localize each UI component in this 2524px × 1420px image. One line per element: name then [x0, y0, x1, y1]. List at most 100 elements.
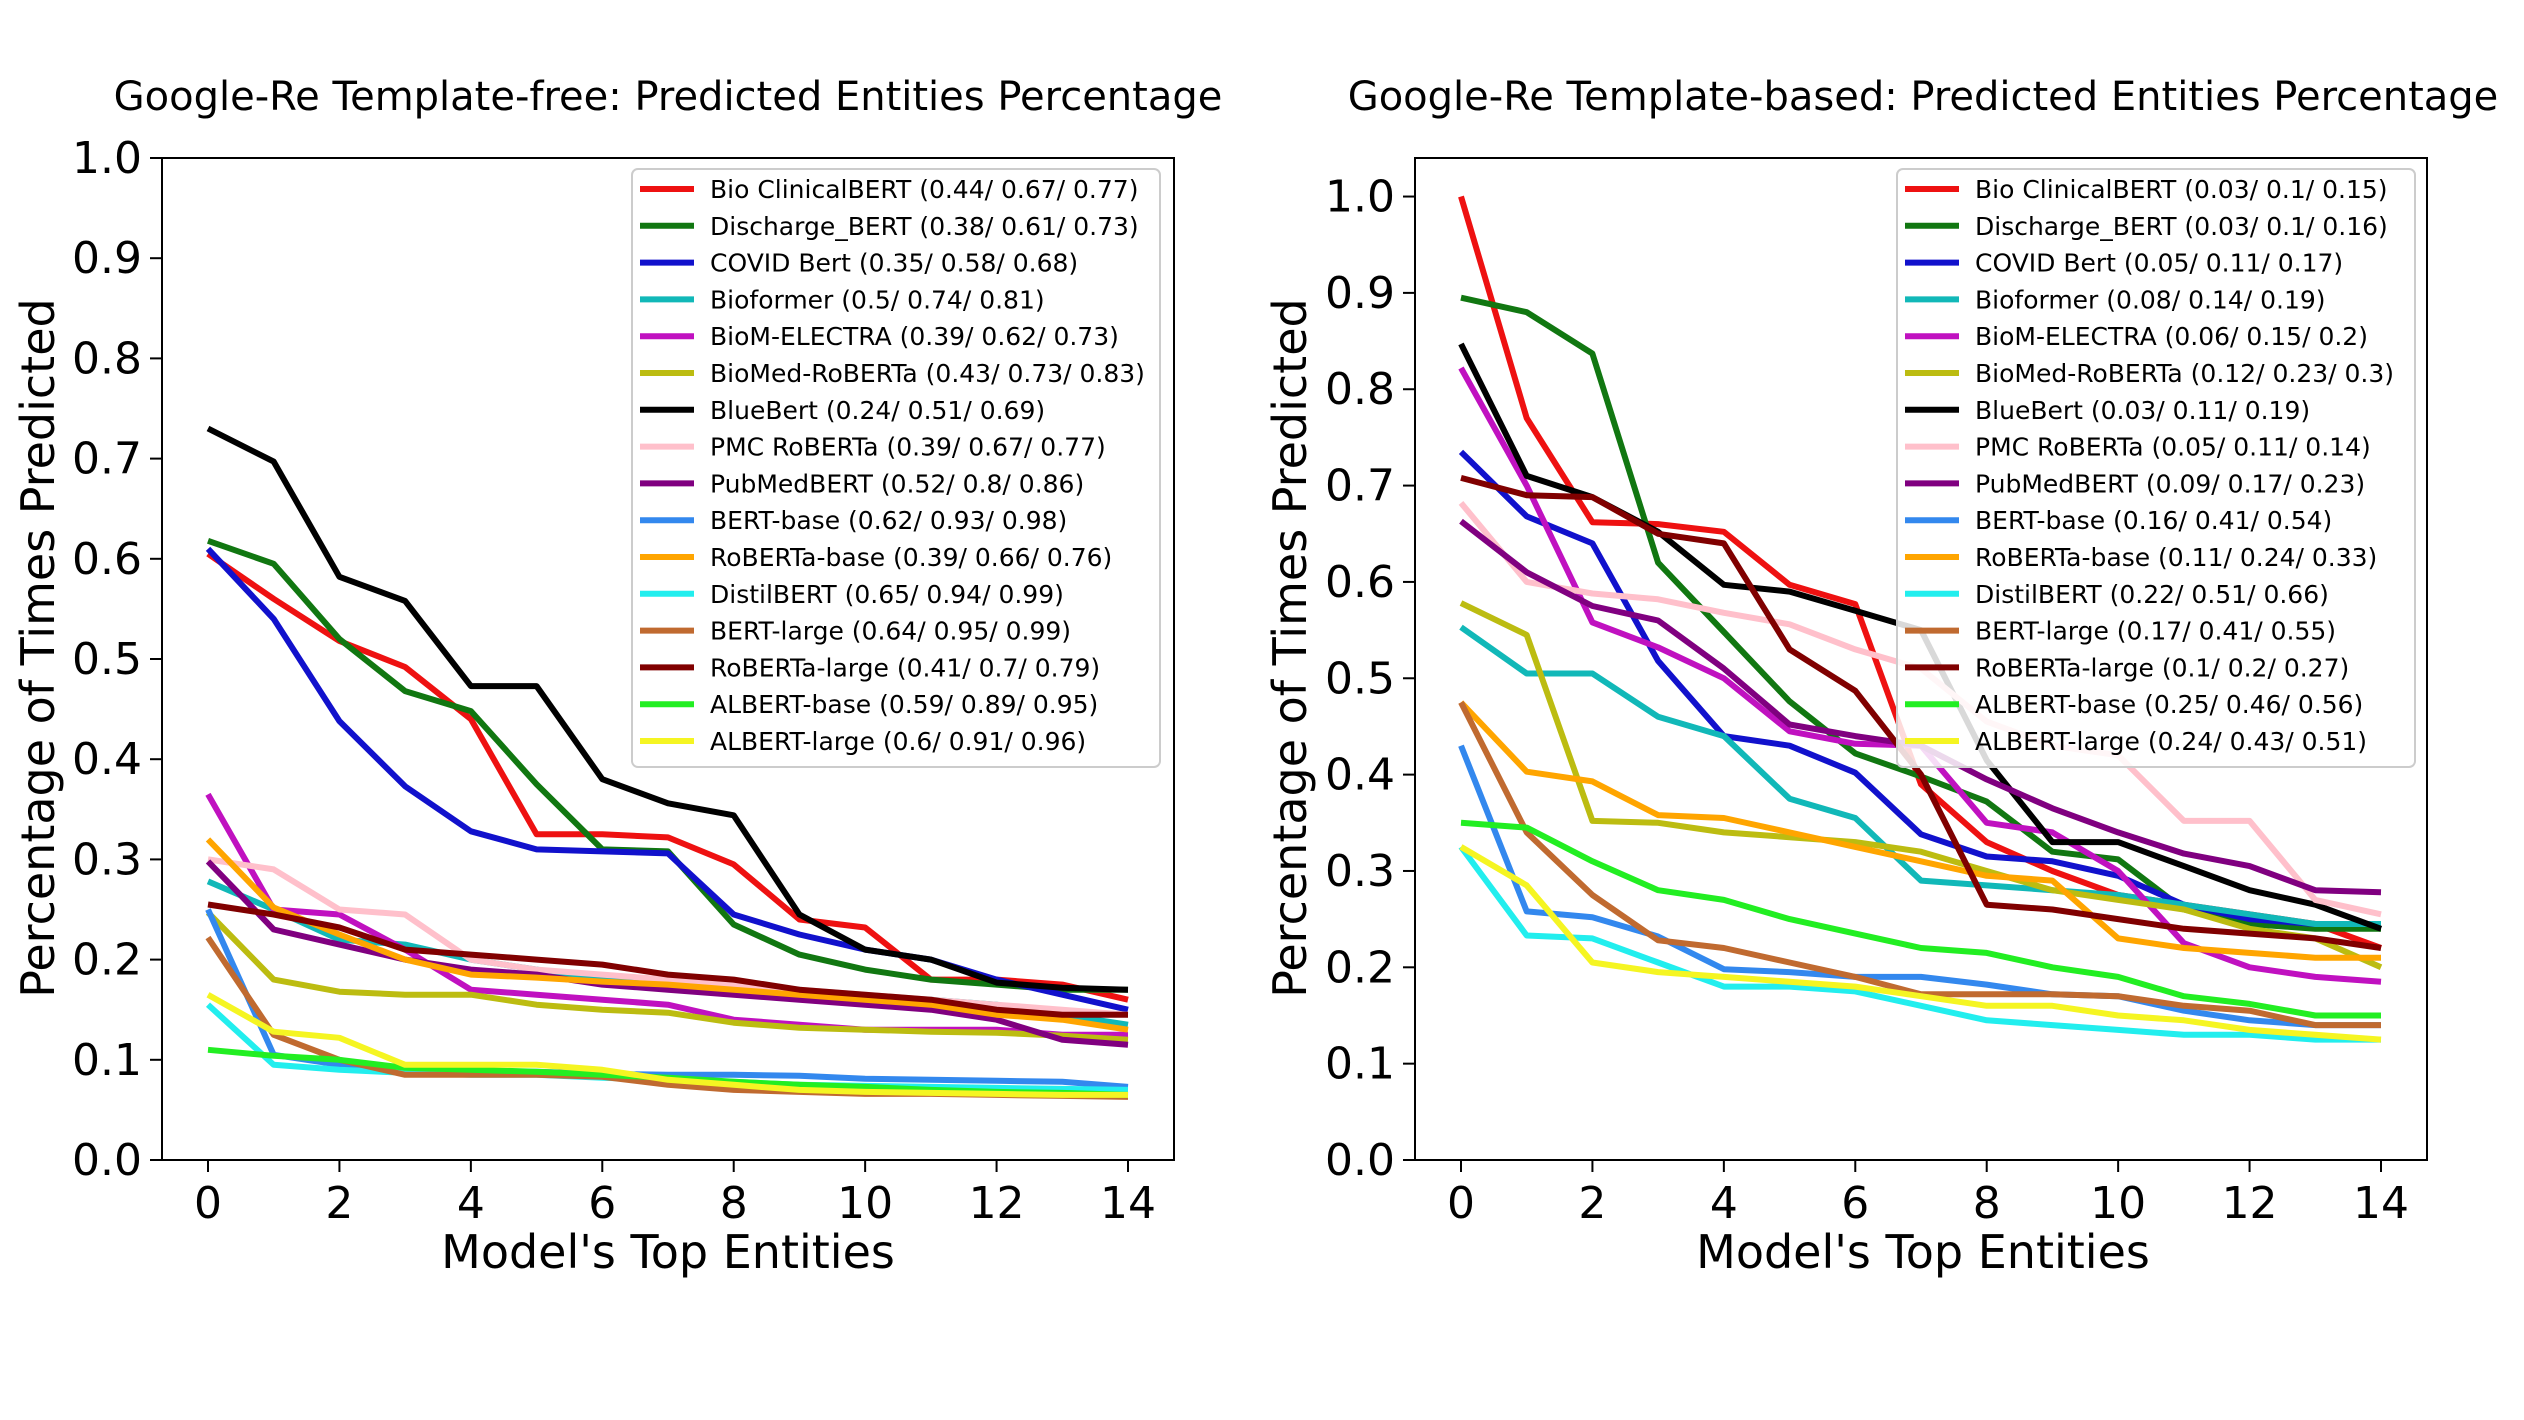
x-tick-label: 6 [1841, 1178, 1869, 1229]
y-tick-label: 0.5 [72, 634, 142, 685]
y-tick-label: 0.2 [1325, 942, 1395, 993]
y-axis-label: Percentage of Times Predicted [11, 298, 65, 997]
y-tick-label: 0.8 [1325, 364, 1395, 415]
legend-entry: RoBERTa-base (0.39/ 0.66/ 0.76) [710, 543, 1112, 572]
legend-entry: ALBERT-large (0.6/ 0.91/ 0.96) [710, 727, 1086, 756]
series-line [205, 837, 1129, 1033]
y-axis-label: Percentage of Times Predicted [1263, 298, 1317, 997]
chart-template-free: Google-Re Template-free: Predicted Entit… [11, 74, 1222, 1279]
legend-entry: ALBERT-large (0.24/ 0.43/ 0.51) [1975, 727, 2367, 756]
x-tick-label: 12 [2222, 1178, 2278, 1229]
x-tick-label: 2 [1578, 1178, 1606, 1229]
series-line [1459, 600, 2383, 971]
legend-entry: BERT-large (0.17/ 0.41/ 0.55) [1975, 617, 2336, 646]
y-tick-label: 0.5 [1325, 653, 1395, 704]
y-tick-label: 0.4 [72, 734, 142, 785]
x-tick-label: 6 [588, 1178, 616, 1229]
series-line [206, 425, 1129, 993]
series-line [1458, 845, 2381, 1043]
x-tick-label: 12 [969, 1178, 1025, 1229]
chart-title: Google-Re Template-based: Predicted Enti… [1348, 74, 2499, 120]
y-tick-label: 0.9 [72, 233, 142, 284]
x-tick-label: 14 [1100, 1178, 1156, 1229]
y-tick-label: 0.8 [72, 333, 142, 384]
y-tick-label: 0.1 [72, 1035, 142, 1086]
legend-entry: BERT-base (0.16/ 0.41/ 0.54) [1975, 506, 2332, 535]
y-tick-label: 0.6 [1325, 557, 1395, 608]
x-axis-label: Model's Top Entities [1696, 1225, 2150, 1279]
series-line [1459, 624, 2381, 927]
y-tick-label: 0.4 [1325, 750, 1395, 801]
x-axis-label: Model's Top Entities [441, 1225, 895, 1279]
series-line [1458, 449, 2381, 927]
series-line [206, 551, 1129, 1003]
legend-box [631, 168, 1161, 768]
chart-title: Google-Re Template-free: Predicted Entit… [114, 74, 1223, 120]
series-line [1458, 744, 2381, 1029]
series-line [206, 992, 1128, 1098]
legend-entry: Bioformer (0.5/ 0.74/ 0.81) [710, 285, 1045, 314]
legend-entry: Bioformer (0.08/ 0.14/ 0.19) [1975, 285, 2326, 314]
chart-template-based: Google-Re Template-based: Predicted Enti… [1263, 74, 2498, 1279]
series-line [207, 901, 1128, 1018]
legend-entry: BioMed-RoBERTa (0.12/ 0.23/ 0.3) [1975, 359, 2394, 388]
legend-entry: PubMedBERT (0.09/ 0.17/ 0.23) [1975, 469, 2365, 498]
y-tick-label: 1.0 [1325, 172, 1395, 223]
plot-frame [1414, 157, 2428, 1161]
legend-entry: BioM-ELECTRA (0.39/ 0.62/ 0.73) [710, 322, 1119, 351]
legend-entry: Bio ClinicalBERT (0.03/ 0.1/ 0.15) [1975, 175, 2388, 204]
legend-entry: DistilBERT (0.22/ 0.51/ 0.66) [1975, 580, 2329, 609]
y-tick-label: 0.7 [1325, 461, 1395, 512]
ticks-layer: 0 2 4 6 8 10 12 14 0.0 0.1 0.2 0.3 0.4 0.5 0.6 0.7 0.8 0.… [72, 133, 1156, 1229]
legend-entry: BioM-ELECTRA (0.06/ 0.15/ 0.2) [1975, 322, 2368, 351]
ticks-layer: 0 2 4 6 8 10 12 14 0.0 0.1 0.2 0.3 0.4 0.5 0.6 0.7 0.8 0.… [1325, 172, 2409, 1229]
legend-entry: BioMed-RoBERTa (0.43/ 0.73/ 0.83) [710, 359, 1145, 388]
legend-entry: RoBERTa-large (0.1/ 0.2/ 0.27) [1975, 653, 2349, 682]
x-tick-label: 4 [457, 1178, 485, 1229]
y-tick-label: 0.2 [72, 935, 142, 986]
y-tick-label: 0.0 [1325, 1135, 1395, 1186]
x-tick-label: 0 [194, 1178, 222, 1229]
x-tick-label: 8 [1973, 1178, 2001, 1229]
plot-frame [161, 157, 1175, 1161]
legend-entry: Discharge_BERT (0.03/ 0.1/ 0.16) [1975, 212, 2388, 241]
y-tick-label: 1.0 [72, 133, 142, 184]
legend-entry: BlueBert (0.24/ 0.51/ 0.69) [710, 396, 1045, 425]
legend-entry: DistilBERT (0.65/ 0.94/ 0.99) [710, 580, 1064, 609]
x-tick-label: 14 [2353, 1178, 2409, 1229]
legend-box [1896, 168, 2416, 768]
y-tick-label: 0.7 [72, 434, 142, 485]
legend-entry: PMC RoBERTa (0.39/ 0.67/ 0.77) [710, 433, 1106, 462]
x-tick-label: 4 [1710, 1178, 1738, 1229]
y-tick-label: 0.9 [1325, 268, 1395, 319]
series-line [207, 856, 1129, 1018]
y-tick-label: 0.3 [1325, 846, 1395, 897]
y-tick-label: 0.1 [1325, 1039, 1395, 1090]
legend-entry: Discharge_BERT (0.38/ 0.61/ 0.73) [710, 212, 1139, 241]
legend-entry: COVID Bert (0.05/ 0.11/ 0.17) [1975, 249, 2343, 278]
x-tick-label: 10 [837, 1178, 893, 1229]
y-tick-label: 0.6 [72, 534, 142, 585]
legend-entry: BlueBert (0.03/ 0.11/ 0.19) [1975, 396, 2310, 425]
series-line [1460, 819, 2381, 1019]
y-tick-label: 0.0 [72, 1135, 142, 1186]
legend-entry: PubMedBERT (0.52/ 0.8/ 0.86) [710, 469, 1084, 498]
legend-entry: BERT-base (0.62/ 0.93/ 0.98) [710, 506, 1067, 535]
x-tick-label: 10 [2090, 1178, 2146, 1229]
legend-entry: Bio ClinicalBERT (0.44/ 0.67/ 0.77) [710, 175, 1138, 204]
y-tick-label: 0.3 [72, 834, 142, 885]
series-line [1459, 844, 2382, 1043]
series-line [1458, 700, 2381, 961]
legend-entry: ALBERT-base (0.59/ 0.89/ 0.95) [710, 690, 1098, 719]
series-layer [205, 425, 1129, 1100]
series-line [1460, 474, 2382, 951]
legend-entry: BERT-large (0.64/ 0.95/ 0.99) [710, 617, 1071, 646]
x-tick-label: 0 [1447, 1178, 1475, 1229]
legend-entry: ALBERT-base (0.25/ 0.46/ 0.56) [1975, 690, 2363, 719]
x-tick-label: 8 [720, 1178, 748, 1229]
legend-entry: COVID Bert (0.35/ 0.58/ 0.68) [710, 249, 1078, 278]
legend-entry: PMC RoBERTa (0.05/ 0.11/ 0.14) [1975, 433, 2371, 462]
legend-entry: RoBERTa-large (0.41/ 0.7/ 0.79) [710, 653, 1100, 682]
legend-entry: RoBERTa-base (0.11/ 0.24/ 0.33) [1975, 543, 2377, 572]
